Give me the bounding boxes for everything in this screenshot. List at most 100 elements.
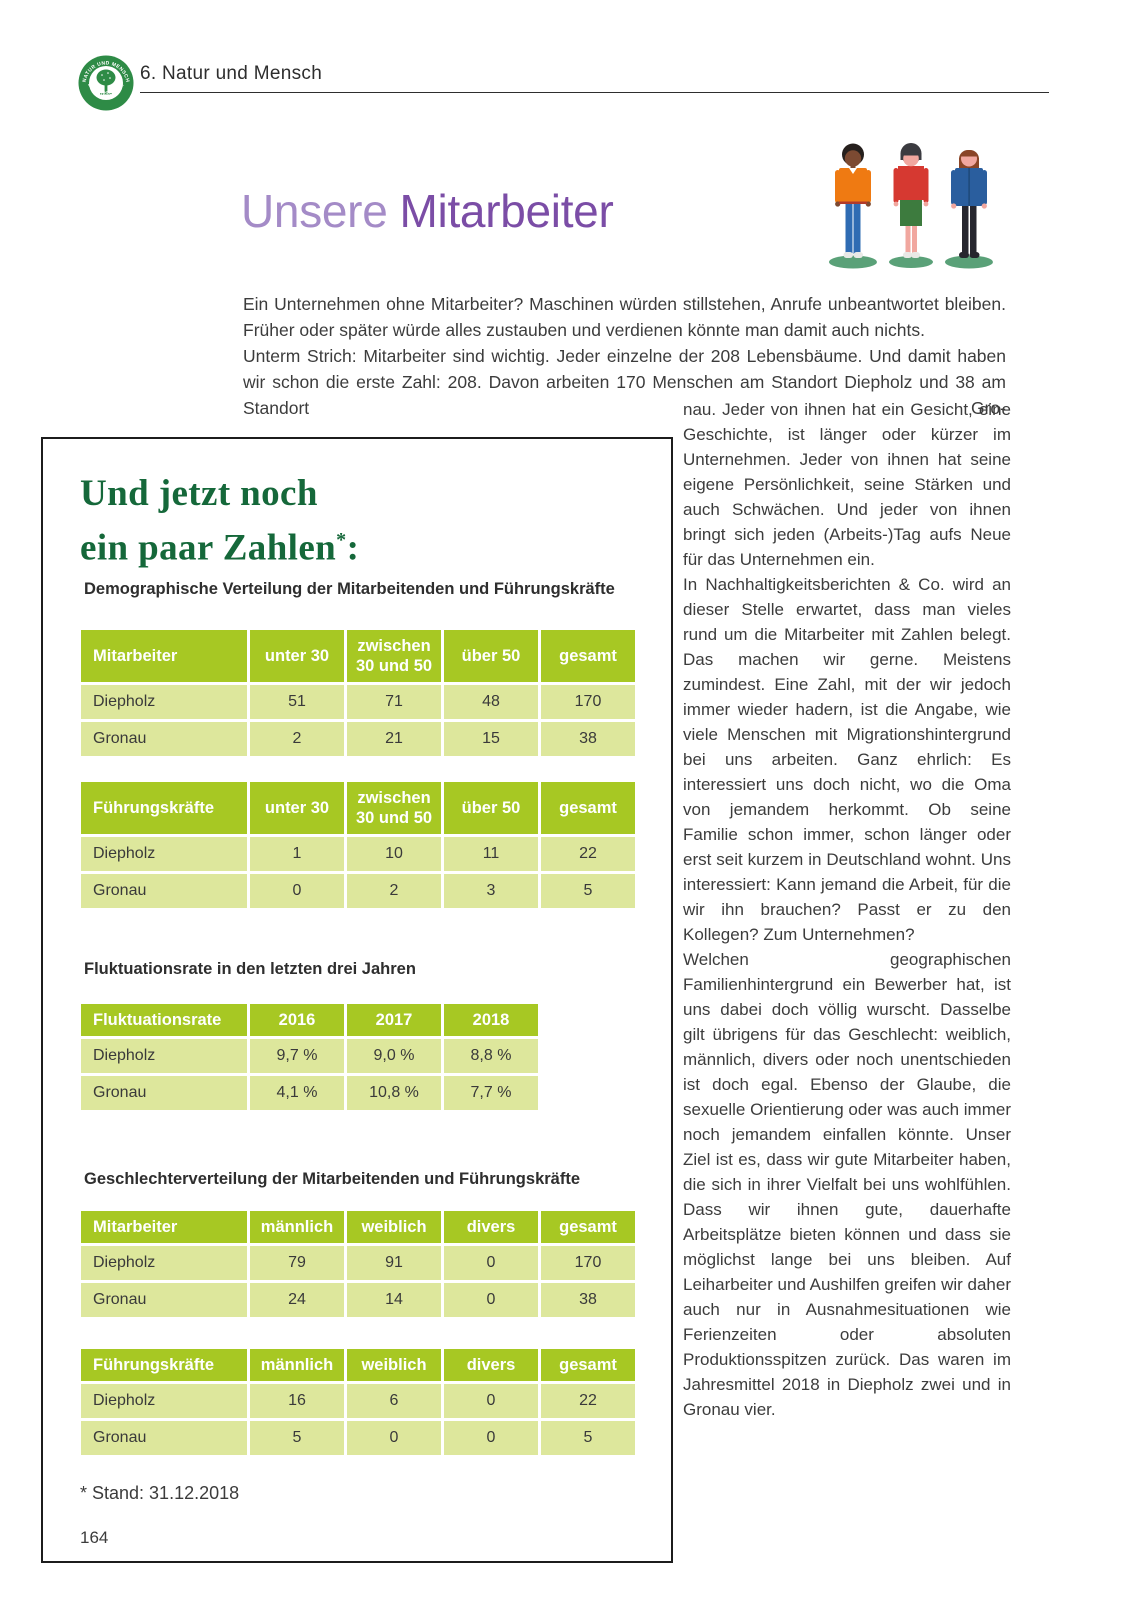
table-header-cell: weiblich (347, 1211, 441, 1243)
table-cell: Diepholz (81, 685, 247, 719)
table-header-row: Mitarbeiter unter 30 zwischen 30 und 50 … (81, 630, 635, 682)
body-column: nau. Jeder von ihnen hat ein Gesicht, ei… (683, 397, 1011, 1422)
footnote: * Stand: 31.12.2018 (80, 1483, 240, 1503)
table-cell: 24 (250, 1283, 344, 1317)
table-cell: 0 (444, 1421, 538, 1455)
table-cell: 5 (541, 1421, 635, 1455)
table-row: Diepholz 79 91 0 170 (81, 1246, 635, 1280)
table-cell: 21 (347, 722, 441, 756)
gender-table-leaders: Führungskräfte männlich weiblich divers … (78, 1346, 638, 1458)
table-cell: 79 (250, 1246, 344, 1280)
box-heading-line2: ein paar Zahlen (80, 527, 337, 569)
table-header-cell: Führungskräfte (81, 1349, 247, 1381)
table-header-cell: zwischen 30 und 50 (347, 630, 441, 682)
table-row: Diepholz 1 10 11 22 (81, 837, 635, 871)
table-cell: 8,8 % (444, 1039, 538, 1073)
page-title-part2: Mitarbeiter (399, 185, 614, 237)
table-header-cell: 2017 (347, 1004, 441, 1036)
table-cell: Gronau (81, 1283, 247, 1317)
table-header-cell: männlich (250, 1349, 344, 1381)
table-cell: 170 (541, 685, 635, 719)
age-table-employees: Mitarbeiter unter 30 zwischen 30 und 50 … (78, 627, 638, 759)
table-header-cell: über 50 (444, 630, 538, 682)
table-cell: 7,7 % (444, 1076, 538, 1110)
box-heading: Und jetzt noch ein paar Zahlen*: (80, 471, 359, 571)
table-row: Diepholz 16 6 0 22 (81, 1384, 635, 1418)
table-header-cell: gesamt (541, 630, 635, 682)
table-cell: 3 (444, 874, 538, 908)
table-cell: 5 (541, 874, 635, 908)
table-header-cell: unter 30 (250, 630, 344, 682)
table-cell: Gronau (81, 722, 247, 756)
table-cell: 10 (347, 837, 441, 871)
table-cell: 51 (250, 685, 344, 719)
table-cell: 91 (347, 1246, 441, 1280)
table-cell: 2 (347, 874, 441, 908)
table-cell: 170 (541, 1246, 635, 1280)
table-header-cell: zwischen 30 und 50 (347, 782, 441, 834)
table-cell: Gronau (81, 1421, 247, 1455)
footnote-asterisk: * (336, 529, 347, 551)
table-header-row: Führungskräfte unter 30 zwischen 30 und … (81, 782, 635, 834)
table-row: Diepholz 9,7 % 9,0 % 8,8 % (81, 1039, 538, 1073)
table-cell: 22 (541, 1384, 635, 1418)
lebensbaum-logo: NATUR UND MENSCH LEBENSBAUM (77, 54, 135, 112)
table-cell: 16 (250, 1384, 344, 1418)
table-section-title-demography: Demographische Verteilung der Mitarbeite… (84, 580, 615, 598)
table-cell: Diepholz (81, 1246, 247, 1280)
box-heading-line1: Und jetzt noch (80, 473, 318, 514)
page-title: Unsere Mitarbeiter (241, 184, 614, 238)
table-row: Gronau 2 21 15 38 (81, 722, 635, 756)
person-blue-jacket-icon (945, 150, 993, 269)
table-cell: Diepholz (81, 837, 247, 871)
table-cell: 14 (347, 1283, 441, 1317)
intro-text: Ein Unternehmen ohne Mitarbeiter? Maschi… (243, 291, 1006, 421)
page-title-part1: Unsere (241, 185, 388, 237)
table-cell: 6 (347, 1384, 441, 1418)
table-cell: 0 (444, 1246, 538, 1280)
table-cell: 9,0 % (347, 1039, 441, 1073)
table-cell: 0 (347, 1421, 441, 1455)
table-cell: 10,8 % (347, 1076, 441, 1110)
table-header-row: Führungskräfte männlich weiblich divers … (81, 1349, 635, 1381)
tree-badge-icon: NATUR UND MENSCH LEBENSBAUM (77, 54, 135, 112)
table-cell: 9,7 % (250, 1039, 344, 1073)
table-row: Gronau 5 0 0 5 (81, 1421, 635, 1455)
age-table-leaders: Führungskräfte unter 30 zwischen 30 und … (78, 779, 638, 911)
table-row: Diepholz 51 71 48 170 (81, 685, 635, 719)
table-cell: Diepholz (81, 1039, 247, 1073)
table-header-cell: Mitarbeiter (81, 630, 247, 682)
table-section-title-fluctuation: Fluktuationsrate in den letzten drei Jah… (84, 960, 416, 978)
table-header-cell: über 50 (444, 782, 538, 834)
chapter-label: 6. Natur und Mensch (140, 63, 323, 84)
people-illustration (826, 142, 996, 270)
table-header-cell: unter 30 (250, 782, 344, 834)
table-cell: 38 (541, 1283, 635, 1317)
table-cell: 71 (347, 685, 441, 719)
table-cell: 5 (250, 1421, 344, 1455)
table-cell: 22 (541, 837, 635, 871)
table-header-cell: Fluktuationsrate (81, 1004, 247, 1036)
table-cell: 38 (541, 722, 635, 756)
table-header-cell: divers (444, 1349, 538, 1381)
page-number: 164 (80, 1528, 109, 1547)
table-cell: 11 (444, 837, 538, 871)
table-header-cell: Mitarbeiter (81, 1211, 247, 1243)
column-paragraph-1: nau. Jeder von ihnen hat ein Gesicht, ei… (683, 400, 1011, 569)
table-header-cell: divers (444, 1211, 538, 1243)
intro-paragraph-1: Ein Unternehmen ohne Mitarbeiter? Maschi… (243, 294, 1006, 340)
table-header-cell: 2016 (250, 1004, 344, 1036)
column-paragraph-2: In Nachhaltigkeitsberichten & Co. wird a… (683, 575, 1011, 944)
gender-table-employees: Mitarbeiter männlich weiblich divers ges… (78, 1208, 638, 1320)
table-section-title-gender: Geschlechterverteilung der Mitarbeitende… (84, 1170, 581, 1188)
person-red-top-green-skirt-icon (889, 143, 933, 268)
person-orange-sweater-icon (829, 143, 877, 269)
table-cell: 0 (444, 1283, 538, 1317)
table-cell: 48 (444, 685, 538, 719)
table-row: Gronau 4,1 % 10,8 % 7,7 % (81, 1076, 538, 1110)
column-paragraph-3: Welchen geographischen Familienhintergru… (683, 950, 1011, 1419)
table-cell: 15 (444, 722, 538, 756)
table-cell: 2 (250, 722, 344, 756)
table-header-cell: weiblich (347, 1349, 441, 1381)
